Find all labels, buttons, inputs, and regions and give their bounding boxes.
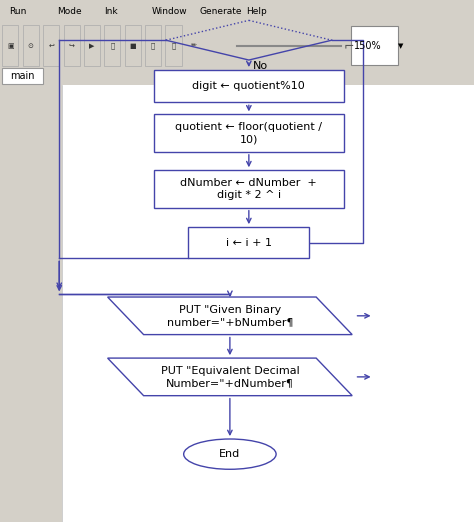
- Text: ▶: ▶: [89, 43, 95, 49]
- FancyBboxPatch shape: [0, 23, 474, 68]
- Text: PUT "Given Binary
number="+bNumber¶: PUT "Given Binary number="+bNumber¶: [167, 305, 293, 327]
- Text: Window: Window: [152, 7, 187, 16]
- Text: ■: ■: [129, 43, 136, 49]
- Text: dNumber ← dNumber  +
digit * 2 ^ i: dNumber ← dNumber + digit * 2 ^ i: [181, 178, 317, 200]
- FancyBboxPatch shape: [43, 25, 59, 66]
- Polygon shape: [108, 358, 352, 396]
- FancyBboxPatch shape: [104, 25, 120, 66]
- FancyBboxPatch shape: [165, 25, 182, 66]
- Text: digit ← quotient%10: digit ← quotient%10: [192, 81, 305, 91]
- FancyBboxPatch shape: [154, 114, 344, 152]
- Text: ⊙: ⊙: [28, 43, 34, 49]
- FancyBboxPatch shape: [0, 68, 474, 85]
- FancyBboxPatch shape: [2, 25, 18, 66]
- Text: Ink: Ink: [104, 7, 118, 16]
- Text: ✏: ✏: [191, 43, 197, 49]
- FancyBboxPatch shape: [351, 26, 398, 65]
- FancyBboxPatch shape: [0, 85, 62, 522]
- Text: ▼: ▼: [398, 43, 403, 49]
- Text: ⏭: ⏭: [151, 42, 155, 49]
- Polygon shape: [108, 297, 352, 335]
- Text: Help: Help: [246, 7, 267, 16]
- Text: End: End: [219, 449, 240, 459]
- FancyBboxPatch shape: [0, 0, 474, 23]
- Text: main: main: [10, 72, 35, 81]
- FancyBboxPatch shape: [189, 227, 309, 258]
- Text: Generate: Generate: [199, 7, 242, 16]
- Text: i ← i + 1: i ← i + 1: [226, 238, 272, 248]
- FancyBboxPatch shape: [125, 25, 141, 66]
- FancyBboxPatch shape: [154, 170, 344, 208]
- Ellipse shape: [183, 439, 276, 469]
- FancyBboxPatch shape: [0, 85, 474, 522]
- Text: Mode: Mode: [57, 7, 82, 16]
- Text: PUT "Equivalent Decimal
Number="+dNumber¶: PUT "Equivalent Decimal Number="+dNumber…: [161, 366, 299, 388]
- FancyBboxPatch shape: [64, 25, 80, 66]
- Text: 150%: 150%: [354, 41, 381, 51]
- Text: quotient ← floor(quotient /
10): quotient ← floor(quotient / 10): [175, 122, 322, 144]
- FancyBboxPatch shape: [84, 25, 100, 66]
- Text: Run: Run: [9, 7, 27, 16]
- Text: ▣: ▣: [7, 43, 14, 49]
- Text: ⏸: ⏸: [110, 42, 114, 49]
- Text: ⌐: ⌐: [344, 39, 354, 52]
- Text: No: No: [253, 61, 268, 72]
- Text: ↩: ↩: [48, 43, 54, 49]
- Text: ↪: ↪: [69, 43, 74, 49]
- Text: ⏩: ⏩: [172, 42, 175, 49]
- FancyBboxPatch shape: [145, 25, 161, 66]
- FancyBboxPatch shape: [23, 25, 39, 66]
- FancyBboxPatch shape: [2, 68, 43, 84]
- FancyBboxPatch shape: [154, 70, 344, 102]
